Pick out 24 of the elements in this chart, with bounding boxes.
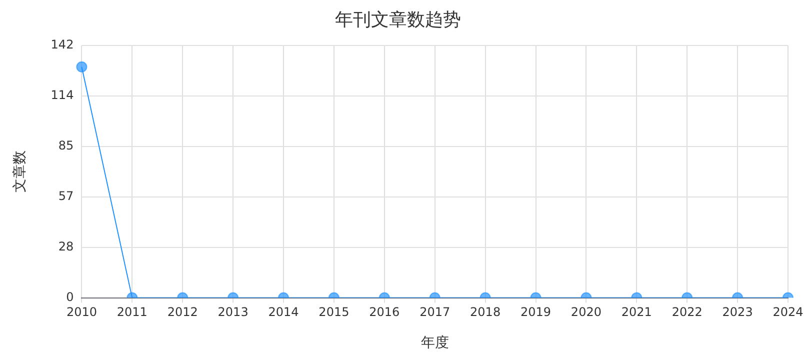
x-tick-label: 2023 [722,305,753,320]
x-tick-label: 2022 [672,305,702,320]
x-tick-label: 2024 [772,305,804,320]
y-tick-label: 0 [66,290,74,304]
chart-title: 年刊文章数趋势 [335,9,461,30]
y-tick-label: 142 [50,38,74,52]
x-tick-label: 2011 [116,305,148,320]
x-tick-label: 2015 [318,305,350,320]
y-tick-label: 85 [58,138,74,153]
x-tick-label: 2017 [420,305,450,320]
x-tick-label: 2016 [369,305,400,320]
x-tick-label: 2020 [570,305,602,320]
x-tick-label: 2012 [167,305,198,320]
x-tick-label: 2014 [268,305,299,320]
y-tick-label: 28 [58,239,74,254]
x-tick-label: 2021 [621,305,652,320]
y-axis-title: 文章数 [12,150,28,193]
x-tick-label: 2018 [470,305,501,320]
y-tick-label: 114 [50,88,74,102]
y-tick-label: 57 [58,189,74,204]
x-tick-label: 2010 [66,305,97,320]
x-tick-label: 2013 [218,305,248,320]
x-axis-title: 年度 [420,335,449,352]
x-tick-label: 2019 [520,305,552,320]
